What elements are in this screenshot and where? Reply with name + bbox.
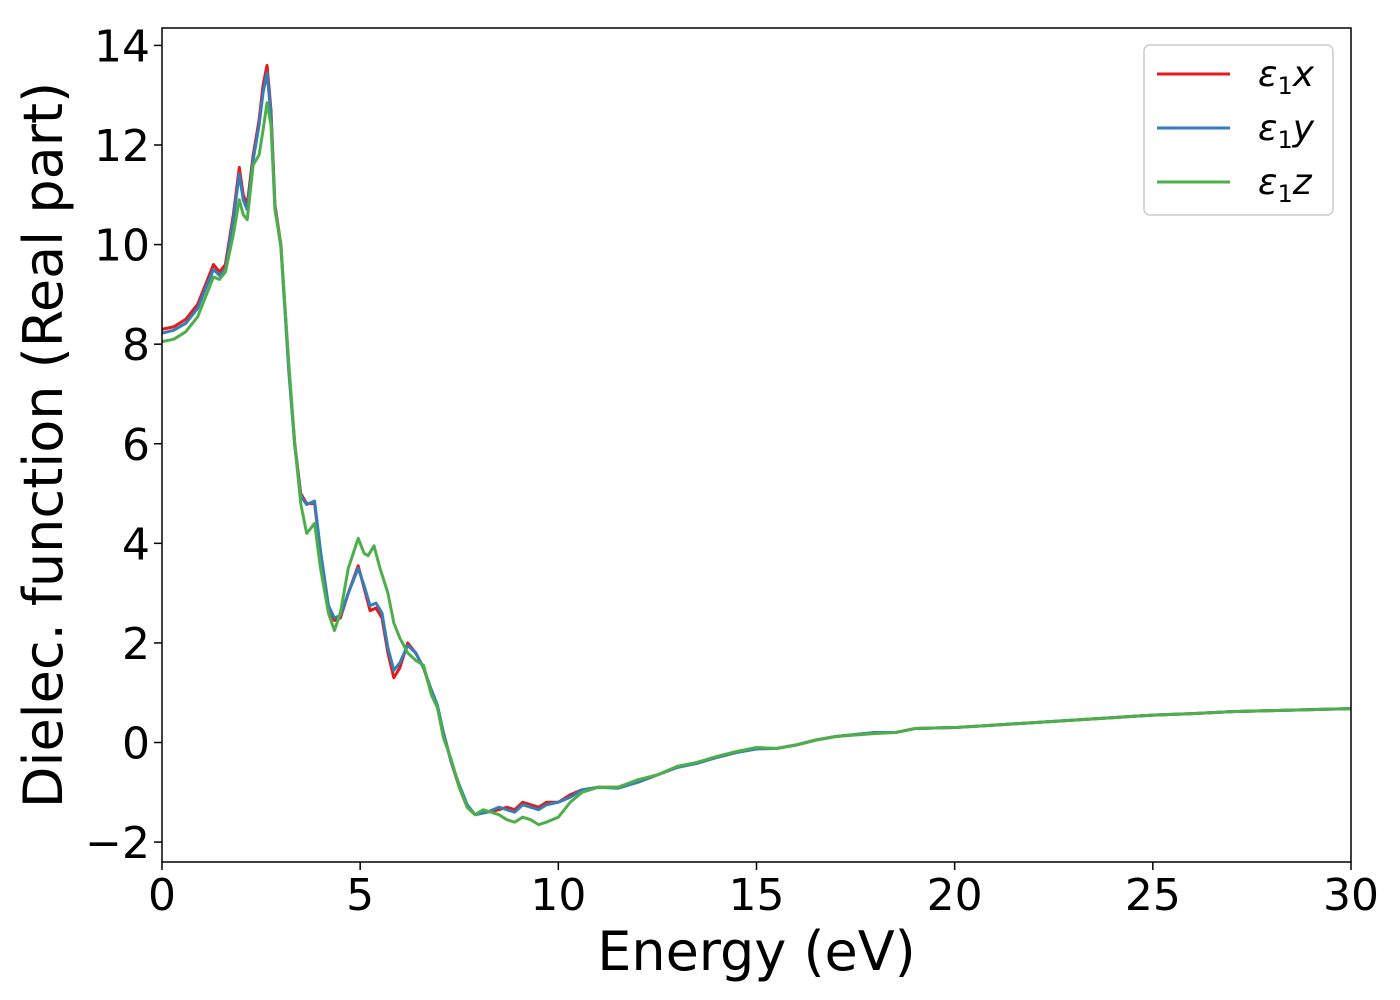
x-tick-label: 15	[729, 870, 785, 921]
legend-box	[1143, 44, 1334, 216]
legend-label-z: ε1z	[1258, 162, 1313, 208]
x-axis-ticks: 0 5 10 15 20 25 30	[148, 862, 1379, 921]
x-tick-label: 5	[346, 870, 374, 921]
y-axis-ticks: −2 0 2 4 6 8 10 12 14	[85, 21, 162, 869]
x-tick-label: 25	[1125, 870, 1181, 921]
x-tick-label: 10	[530, 870, 586, 921]
series-line-z	[162, 101, 1351, 827]
legend: ε1x ε1y ε1z	[1143, 44, 1334, 216]
x-tick-label: 30	[1323, 870, 1379, 921]
y-tick-label: 2	[122, 619, 150, 670]
y-tick-label: 6	[122, 420, 150, 471]
y-tick-label: −2	[85, 818, 150, 869]
y-tick-label: 0	[122, 719, 150, 770]
y-tick-label: 8	[122, 320, 150, 371]
legend-label-x: ε1x	[1258, 54, 1315, 100]
y-tick-label: 12	[94, 121, 150, 172]
y-tick-label: 4	[122, 519, 150, 570]
y-tick-label: 10	[94, 221, 150, 272]
series-layer	[162, 63, 1351, 827]
y-tick-label: 14	[94, 21, 150, 72]
y-axis-label: Dielec. function (Real part)	[12, 82, 75, 808]
x-tick-label: 20	[927, 870, 983, 921]
x-axis-label: Energy (eV)	[597, 920, 916, 983]
x-tick-label: 0	[148, 870, 176, 921]
legend-label-y: ε1y	[1258, 108, 1315, 154]
